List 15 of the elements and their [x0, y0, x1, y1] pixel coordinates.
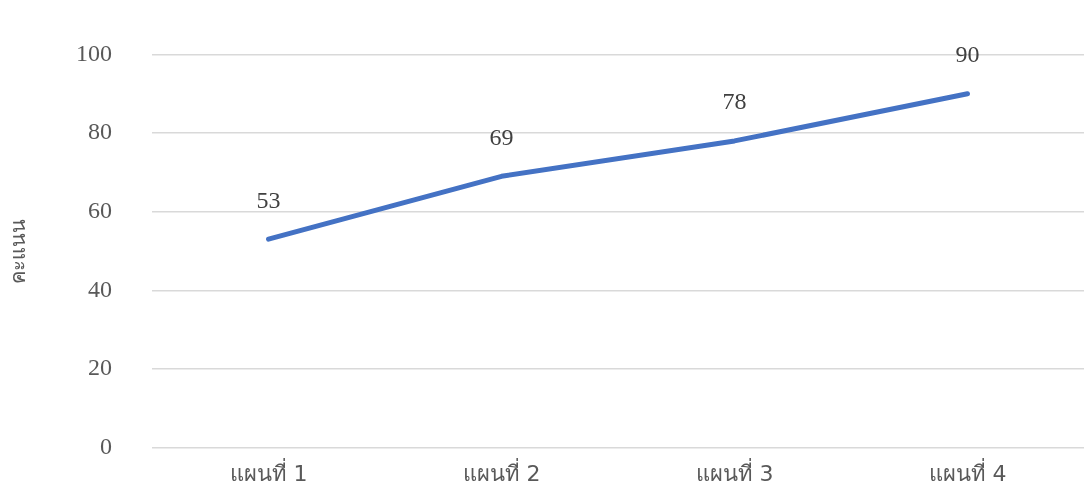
y-tick-label: 0: [100, 432, 112, 459]
x-tick-label: แผนที่ 4: [928, 457, 1007, 486]
y-axis-title: คะแนน: [6, 218, 31, 284]
y-tick-label: 100: [76, 39, 112, 66]
y-tick-label: 20: [88, 354, 112, 381]
data-label: 90: [955, 41, 980, 68]
y-tick-label: 60: [88, 196, 112, 223]
y-tick-label: 40: [88, 275, 112, 302]
data-label: 69: [489, 123, 514, 150]
x-tick-label: แผนที่ 1: [229, 457, 308, 486]
data-label: 78: [722, 88, 747, 115]
data-label: 53: [256, 186, 281, 213]
x-tick-label: แผนที่ 2: [462, 457, 541, 486]
x-tick-label: แผนที่ 3: [695, 457, 774, 486]
y-tick-label: 80: [88, 118, 112, 145]
